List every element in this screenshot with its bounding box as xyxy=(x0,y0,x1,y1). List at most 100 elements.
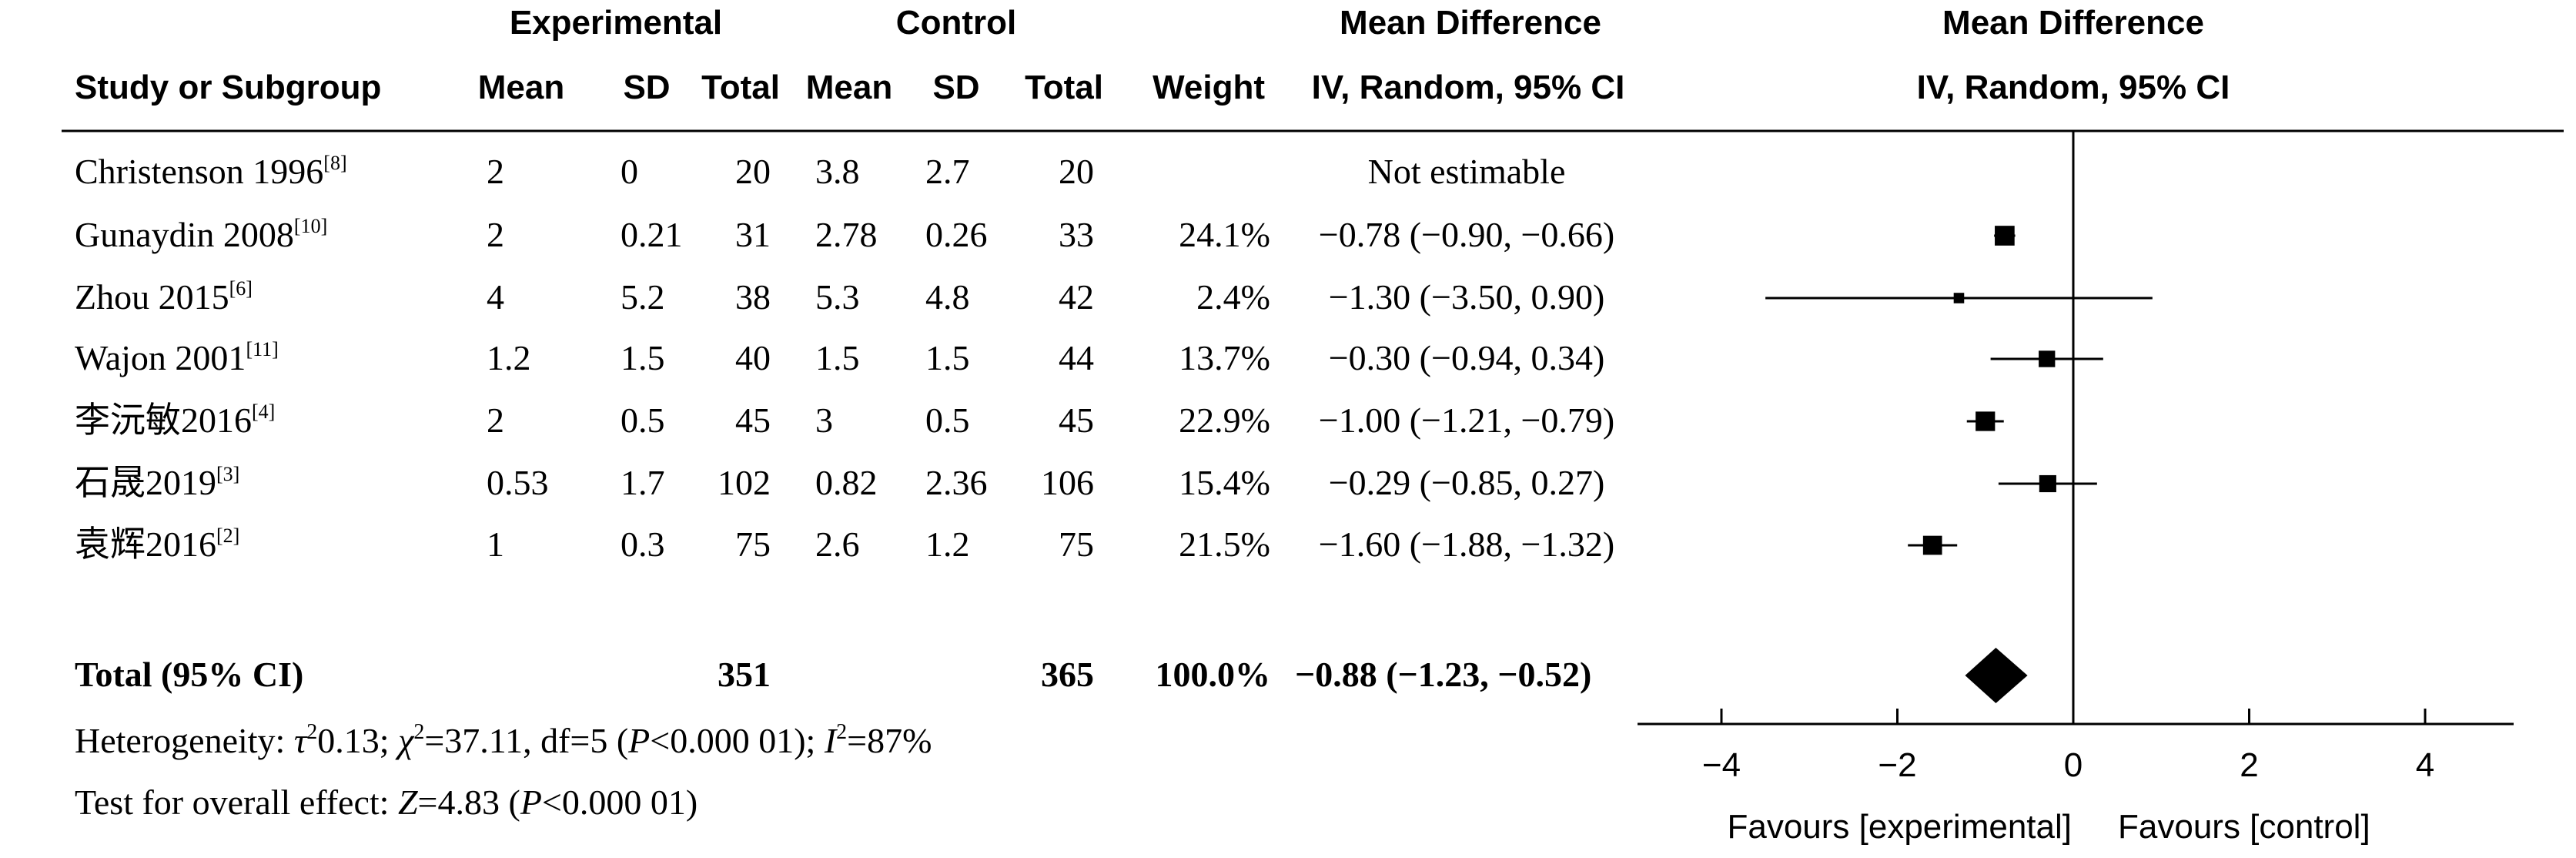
x-tick-label: 0 xyxy=(2064,746,2083,784)
study-name-text: Gunaydin 2008 xyxy=(75,215,294,254)
total-label: Total (95% CI) xyxy=(75,655,303,694)
study-reference: [11] xyxy=(246,338,278,360)
x-tick-label: 2 xyxy=(2240,746,2258,784)
table-row: 李沅敏2016[4] 2 0.5 45 3 0.5 45 22.9% −1.00 (−1.21,… xyxy=(75,401,1614,440)
cell-exp-mean: 1.2 xyxy=(487,338,531,377)
cell-exp-mean: 2 xyxy=(487,401,504,440)
study-name-text: Zhou 2015 xyxy=(75,277,229,317)
study-reference: [8] xyxy=(323,152,346,174)
plot-header-mean-difference: Mean Difference xyxy=(1942,4,2204,42)
cell-exp-sd: 1.5 xyxy=(621,338,665,377)
cell-ctl-total: 20 xyxy=(1059,152,1094,191)
study-estimate-square xyxy=(1995,226,2015,246)
cell-ctl-mean: 0.82 xyxy=(815,463,878,502)
col-ci: IV, Random, 95% CI xyxy=(1312,69,1625,106)
total-ctl-total: 365 xyxy=(1041,655,1094,694)
x-tick-label: 4 xyxy=(2416,746,2434,784)
favours-experimental-label: Favours [experimental] xyxy=(1727,808,2072,846)
study-name: Zhou 2015[6] xyxy=(75,277,253,317)
study-estimate-square xyxy=(1975,411,1996,431)
total-exp-total: 351 xyxy=(718,655,771,694)
table-row: 石晟2019[3] 0.53 1.7 102 0.82 2.36 106 15.4% −0.29… xyxy=(75,463,1604,502)
study-name-text: 李沅敏2016 xyxy=(75,401,252,440)
cell-ctl-total: 75 xyxy=(1059,525,1094,564)
cell-exp-mean: 4 xyxy=(487,277,504,317)
cell-ctl-mean: 2.78 xyxy=(815,215,878,254)
study-name: Wajon 2001[11] xyxy=(75,338,279,377)
header-control: Control xyxy=(896,4,1016,42)
cell-weight: 13.7% xyxy=(1179,338,1270,377)
study-estimate-square xyxy=(1922,535,1942,555)
table-row: Wajon 2001[11] 1.2 1.5 40 1.5 1.5 44 13.7% −0.30… xyxy=(75,338,1604,377)
col-study: Study or Subgroup xyxy=(75,69,381,106)
cell-ci: −1.30 (−3.50, 0.90) xyxy=(1329,277,1605,317)
col-weight: Weight xyxy=(1153,69,1265,106)
total-ci: −0.88 (−1.23, −0.52) xyxy=(1295,655,1591,694)
x-tick-label: −2 xyxy=(1878,746,1916,784)
study-name: 袁辉2016[2] xyxy=(75,525,239,564)
heterogeneity-text: Heterogeneity: τ20.13; χ2=37.11, df=5 (P… xyxy=(75,720,932,760)
cell-exp-mean: 1 xyxy=(487,525,504,564)
table-row: Christenson 1996[8] 2 0 20 3.8 2.7 20 Not estim… xyxy=(75,152,1565,191)
col-exp-sd: SD xyxy=(623,69,670,106)
forest-marks xyxy=(1765,226,2153,555)
header-experimental: Experimental xyxy=(510,4,722,42)
col-exp-total: Total xyxy=(701,69,780,106)
cell-weight: 2.4% xyxy=(1196,277,1270,317)
study-estimate-square xyxy=(1953,293,1965,303)
cell-weight: 21.5% xyxy=(1179,525,1270,564)
cell-exp-total: 40 xyxy=(735,338,771,377)
cell-ctl-mean: 3.8 xyxy=(815,152,860,191)
header-mean-difference: Mean Difference xyxy=(1340,4,1601,42)
col-ctl-mean: Mean xyxy=(806,69,892,106)
cell-exp-mean: 2 xyxy=(487,152,504,191)
study-name: 李沅敏2016[4] xyxy=(75,401,275,440)
cell-exp-sd: 0.5 xyxy=(621,401,665,440)
cell-ci: −0.29 (−0.85, 0.27) xyxy=(1329,463,1605,502)
cell-weight: 22.9% xyxy=(1179,401,1270,440)
plot-subtitle: IV, Random, 95% CI xyxy=(1917,69,2230,106)
cell-exp-mean: 0.53 xyxy=(487,463,549,502)
cell-ci: −0.78 (−0.90, −0.66) xyxy=(1319,215,1614,254)
col-ctl-sd: SD xyxy=(932,69,979,106)
cell-exp-mean: 2 xyxy=(487,215,504,254)
cell-ctl-sd: 0.26 xyxy=(925,215,988,254)
study-name: 石晟2019[3] xyxy=(75,463,239,502)
cell-weight: 24.1% xyxy=(1179,215,1270,254)
cell-exp-total: 45 xyxy=(735,401,771,440)
cell-exp-total: 75 xyxy=(735,525,771,564)
cell-exp-sd: 5.2 xyxy=(621,277,665,317)
cell-ctl-sd: 1.5 xyxy=(925,338,970,377)
favours-control-label: Favours [control] xyxy=(2118,808,2370,846)
cell-ctl-mean: 3 xyxy=(815,401,833,440)
cell-exp-sd: 1.7 xyxy=(621,463,665,502)
study-table: Christenson 1996[8] 2 0 20 3.8 2.7 20 Not estim… xyxy=(75,152,1614,564)
x-axis-ticks: −4 −2 0 2 4 xyxy=(1702,709,2434,784)
study-estimate-square xyxy=(2039,474,2056,493)
study-name-text: 石晟2019 xyxy=(75,463,216,502)
cell-ci: Not estimable xyxy=(1368,152,1566,191)
cell-ctl-mean: 1.5 xyxy=(815,338,860,377)
table-row: 袁辉2016[2] 1 0.3 75 2.6 1.2 75 21.5% −1.60 (−1.88… xyxy=(75,525,1614,564)
cell-ctl-total: 42 xyxy=(1059,277,1094,317)
cell-exp-sd: 0.3 xyxy=(621,525,665,564)
pooled-estimate-diamond xyxy=(1965,648,2028,703)
study-name-text: Wajon 2001 xyxy=(75,338,246,377)
col-ctl-total: Total xyxy=(1025,69,1103,106)
study-reference: [6] xyxy=(229,277,253,300)
overall-effect-text: Test for overall effect: Z=4.83 (P<0.000… xyxy=(75,783,698,822)
table-row: Gunaydin 2008[10] 2 0.21 31 2.78 0.26 33 24.1% −… xyxy=(75,215,1614,254)
cell-ctl-sd: 2.7 xyxy=(925,152,970,191)
study-name: Christenson 1996[8] xyxy=(75,152,347,191)
cell-ctl-mean: 5.3 xyxy=(815,277,860,317)
study-name-text: 袁辉2016 xyxy=(75,525,216,564)
cell-ctl-sd: 2.36 xyxy=(925,463,988,502)
col-exp-mean: Mean xyxy=(478,69,564,106)
cell-weight: 15.4% xyxy=(1179,463,1270,502)
cell-ctl-sd: 0.5 xyxy=(925,401,970,440)
cell-exp-total: 38 xyxy=(735,277,771,317)
cell-ctl-mean: 2.6 xyxy=(815,525,860,564)
cell-exp-total: 102 xyxy=(718,463,771,502)
cell-ctl-total: 44 xyxy=(1059,338,1094,377)
